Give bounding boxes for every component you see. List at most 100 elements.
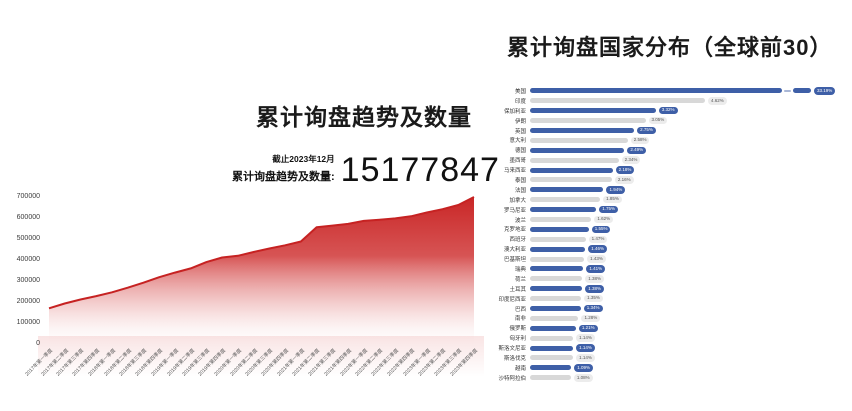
country-bar xyxy=(530,306,581,312)
country-bar-row: 俄罗斯 1.21% xyxy=(486,323,852,333)
country-label: 澳大利亚 xyxy=(503,247,526,254)
country-bar-row: 沙特阿拉伯 1.08% xyxy=(486,373,852,383)
country-label: 美国 xyxy=(514,88,526,95)
value-badge: 1.46% xyxy=(588,245,608,253)
country-bar xyxy=(530,187,604,193)
country-bar-row: 克罗地亚 1.55% xyxy=(486,224,852,234)
country-bar-row: 荷兰 1.38% xyxy=(486,274,852,284)
country-bar xyxy=(530,137,628,143)
country-label: 西班牙 xyxy=(509,237,526,244)
country-bar-row: 澳大利亚 1.46% xyxy=(486,244,852,254)
country-bar-row: 泰国 2.16% xyxy=(486,175,852,185)
stats-label: 累计询盘趋势及数量: xyxy=(232,171,335,183)
country-label: 印度尼西亚 xyxy=(498,296,526,303)
stats-total-value: 15177847 xyxy=(340,151,500,189)
country-bar-chart: 美国 33.19% 印度 4.62% 保加利亚 3.32% 伊朗 3.05% 英国 2.75% 意大… xyxy=(486,86,852,383)
country-bar-row: 土耳其 1.38% xyxy=(486,284,852,294)
value-badge: 2.49% xyxy=(627,146,647,155)
axis-pink-wash xyxy=(38,336,484,384)
value-badge: 3.05% xyxy=(648,116,668,125)
country-bar-row: 法国 1.94% xyxy=(486,185,852,195)
country-bar xyxy=(530,256,585,262)
y-axis-tick-label: 600000 xyxy=(16,214,40,221)
country-bar xyxy=(530,365,572,371)
country-bar xyxy=(530,355,574,361)
value-badge: 1.94% xyxy=(606,186,626,194)
country-label: 斯洛文尼亚 xyxy=(498,346,526,353)
country-label: 波兰 xyxy=(514,217,526,224)
country-bar-row: 印度尼西亚 1.35% xyxy=(486,294,852,304)
value-badge: 1.09% xyxy=(574,364,594,372)
country-label: 墨西哥 xyxy=(509,158,526,165)
country-label: 克罗地亚 xyxy=(503,227,526,234)
value-badge: 1.21% xyxy=(578,324,598,333)
country-bar xyxy=(530,325,576,331)
country-bar-row: 罗马尼亚 1.75% xyxy=(486,205,852,215)
country-label: 土耳其 xyxy=(509,286,526,293)
country-bar xyxy=(530,266,584,272)
country-label: 印度 xyxy=(514,98,526,105)
value-badge: 1.38% xyxy=(585,285,605,293)
country-label: 南非 xyxy=(514,316,526,323)
country-bar-row: 斯洛伐克 1.14% xyxy=(486,353,852,363)
country-label: 罗马尼亚 xyxy=(503,207,526,214)
value-badge: 2.34% xyxy=(621,156,641,164)
value-badge: 2.75% xyxy=(637,126,656,135)
value-badge: 1.43% xyxy=(587,255,606,263)
y-axis-tick-label: 100000 xyxy=(16,319,40,326)
country-bar-row: 匈牙利 1.14% xyxy=(486,333,852,343)
country-bar xyxy=(530,128,635,133)
value-badge: 1.75% xyxy=(599,205,619,214)
country-bar-row: 马来西亚 2.18% xyxy=(486,165,852,175)
country-bar-row: 南非 1.28% xyxy=(486,313,852,323)
axis-break-dash xyxy=(784,90,791,92)
country-bar xyxy=(530,197,601,203)
value-badge: 1.62% xyxy=(594,215,614,224)
country-bar xyxy=(530,118,646,124)
country-bar xyxy=(530,88,782,94)
country-label: 瑞典 xyxy=(514,266,526,273)
country-bar xyxy=(530,226,589,232)
value-badge: 1.14% xyxy=(576,344,595,352)
country-label: 荷兰 xyxy=(514,276,526,283)
country-label: 马来西亚 xyxy=(503,168,526,175)
y-axis-tick-label: 700000 xyxy=(16,193,40,200)
country-label: 斯洛伐克 xyxy=(503,355,526,362)
area-chart xyxy=(45,192,478,344)
country-bar xyxy=(530,246,586,252)
value-badge: 1.35% xyxy=(584,294,603,303)
country-bar-row: 意大利 2.58% xyxy=(486,135,852,145)
value-badge: 1.47% xyxy=(588,235,608,244)
y-axis-tick-label: 400000 xyxy=(16,256,40,263)
country-bar-row: 美国 33.19% xyxy=(486,86,852,96)
country-label: 沙特阿拉伯 xyxy=(498,375,526,382)
country-bar-row: 越南 1.09% xyxy=(486,363,852,373)
country-chart-title: 累计询盘国家分布（全球前30） xyxy=(507,35,833,60)
value-badge: 1.34% xyxy=(583,304,603,313)
country-label: 英国 xyxy=(514,128,526,135)
trend-chart-title: 累计询盘趋势及数量 xyxy=(256,104,472,130)
country-bar-row: 保加利亚 3.32% xyxy=(486,106,852,116)
country-bar xyxy=(530,276,583,282)
country-bar xyxy=(530,207,597,213)
country-bar xyxy=(530,345,574,351)
value-badge: 1.85% xyxy=(603,195,622,204)
country-bar-row: 英国 2.75% xyxy=(486,126,852,136)
value-badge: 1.28% xyxy=(581,314,601,323)
country-bar-row: 加拿大 1.85% xyxy=(486,195,852,205)
value-badge: 1.08% xyxy=(573,374,593,382)
value-badge: 1.14% xyxy=(576,354,595,362)
country-bar-row: 墨西哥 2.34% xyxy=(486,155,852,165)
value-badge: 1.38% xyxy=(585,275,605,283)
country-label: 德国 xyxy=(514,148,526,155)
country-bar xyxy=(530,167,613,173)
y-axis-tick-label: 0 xyxy=(36,340,40,347)
country-bar xyxy=(530,147,625,153)
country-bar xyxy=(530,98,705,104)
country-bar xyxy=(530,177,612,183)
country-label: 加拿大 xyxy=(509,197,526,204)
country-bar xyxy=(530,296,582,302)
y-axis-tick-label: 300000 xyxy=(16,277,40,284)
value-badge: 3.32% xyxy=(658,106,678,115)
